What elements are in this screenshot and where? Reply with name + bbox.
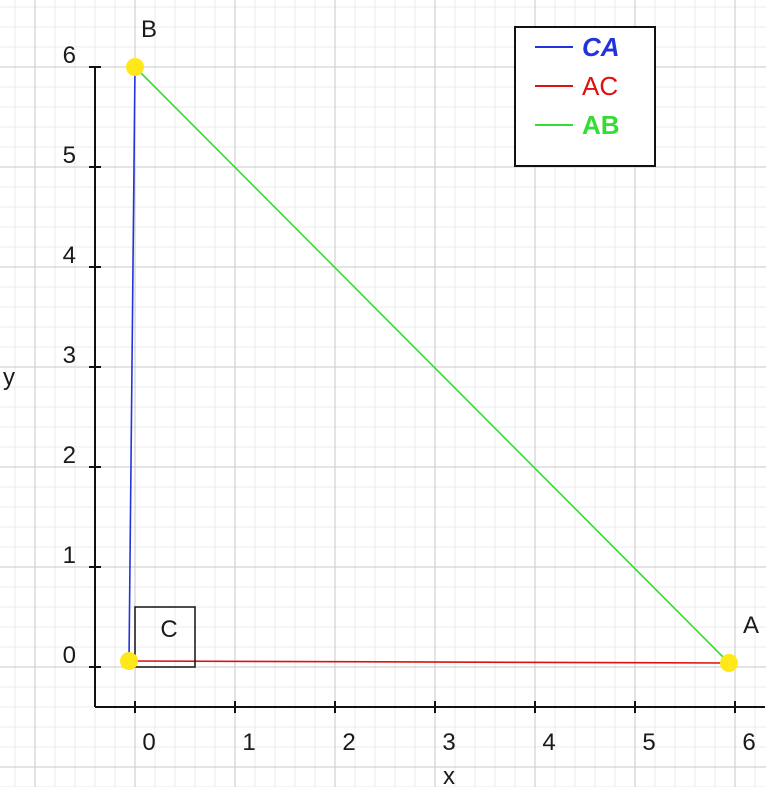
vertex-label-a: A bbox=[743, 612, 759, 639]
legend-label-ac: AC bbox=[582, 71, 618, 101]
triangle-segments bbox=[128, 66, 730, 664]
vertex-point-b[interactable] bbox=[126, 58, 144, 76]
triangle-vertices: ABC bbox=[120, 16, 759, 672]
x-axis-ticks: 0 1 2 3 4 5 6 bbox=[134, 701, 756, 756]
y-tick-label: 5 bbox=[63, 142, 76, 169]
y-axis-ticks: 0 1 2 3 4 5 6 bbox=[63, 42, 101, 669]
x-axis-title: x bbox=[443, 763, 455, 787]
legend-box bbox=[514, 26, 656, 167]
x-tick-label: 5 bbox=[642, 729, 655, 756]
y-tick-label: 3 bbox=[63, 342, 76, 369]
x-tick-label: 2 bbox=[342, 729, 355, 756]
x-tick-label: 6 bbox=[742, 729, 755, 756]
legend-label-ab: AB bbox=[582, 110, 620, 140]
y-tick-label: 0 bbox=[63, 642, 76, 669]
x-tick-label: 3 bbox=[442, 729, 455, 756]
x-tick-label: 0 bbox=[142, 729, 155, 756]
y-tick-label: 1 bbox=[63, 542, 76, 569]
segment-ac bbox=[128, 660, 730, 664]
vertex-label-c: C bbox=[160, 616, 177, 643]
y-tick-label: 2 bbox=[63, 442, 76, 469]
legend-label-ca: CA bbox=[582, 32, 620, 62]
x-tick-label: 4 bbox=[542, 729, 555, 756]
legend: CA AC AB bbox=[514, 26, 656, 167]
x-tick-label: 1 bbox=[242, 729, 255, 756]
y-axis-title: y bbox=[3, 364, 15, 391]
vertex-point-c[interactable] bbox=[120, 652, 138, 670]
right-angle-marker bbox=[134, 606, 196, 668]
y-tick-label: 4 bbox=[63, 242, 76, 269]
segment-ca bbox=[128, 66, 136, 662]
y-tick-label: 6 bbox=[63, 42, 76, 69]
segment-ab bbox=[134, 66, 730, 664]
vertex-label-b: B bbox=[141, 16, 157, 43]
vertex-point-a[interactable] bbox=[720, 654, 738, 672]
